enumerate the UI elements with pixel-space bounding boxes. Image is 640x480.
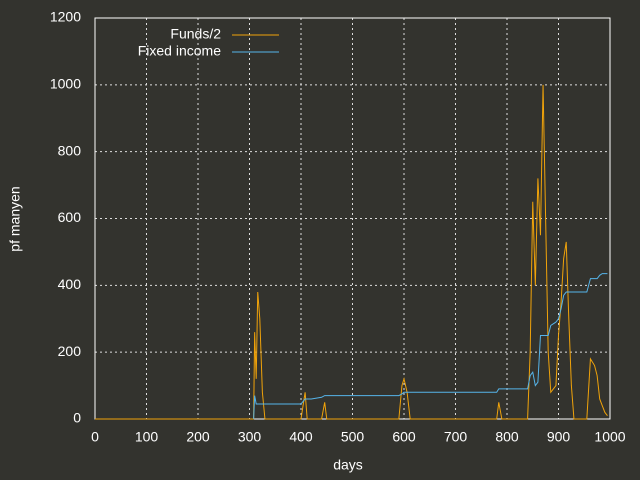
legend-label: Fixed income bbox=[138, 43, 221, 59]
x-tick-label: 200 bbox=[186, 429, 210, 445]
y-tick-label: 1000 bbox=[50, 76, 81, 92]
x-axis-label: days bbox=[333, 457, 363, 473]
y-tick-label: 1200 bbox=[50, 9, 81, 25]
x-tick-label: 800 bbox=[495, 429, 519, 445]
x-tick-label: 0 bbox=[91, 429, 99, 445]
x-tick-label: 700 bbox=[444, 429, 468, 445]
y-tick-label: 800 bbox=[58, 142, 82, 158]
y-tick-label: 200 bbox=[58, 343, 82, 359]
x-tick-label: 1000 bbox=[594, 429, 625, 445]
x-tick-label: 600 bbox=[392, 429, 416, 445]
y-axis-label: pf manyen bbox=[7, 186, 23, 251]
x-tick-label: 900 bbox=[547, 429, 571, 445]
series-line bbox=[95, 84, 608, 420]
y-tick-label: 400 bbox=[58, 276, 82, 292]
y-tick-label: 600 bbox=[58, 209, 82, 225]
legend-label: Funds/2 bbox=[170, 26, 221, 42]
y-tick-label: 0 bbox=[73, 410, 81, 426]
x-tick-label: 300 bbox=[238, 429, 262, 445]
series-line bbox=[253, 273, 608, 420]
x-tick-label: 500 bbox=[341, 429, 365, 445]
x-tick-label: 100 bbox=[135, 429, 159, 445]
x-tick-label: 400 bbox=[289, 429, 313, 445]
